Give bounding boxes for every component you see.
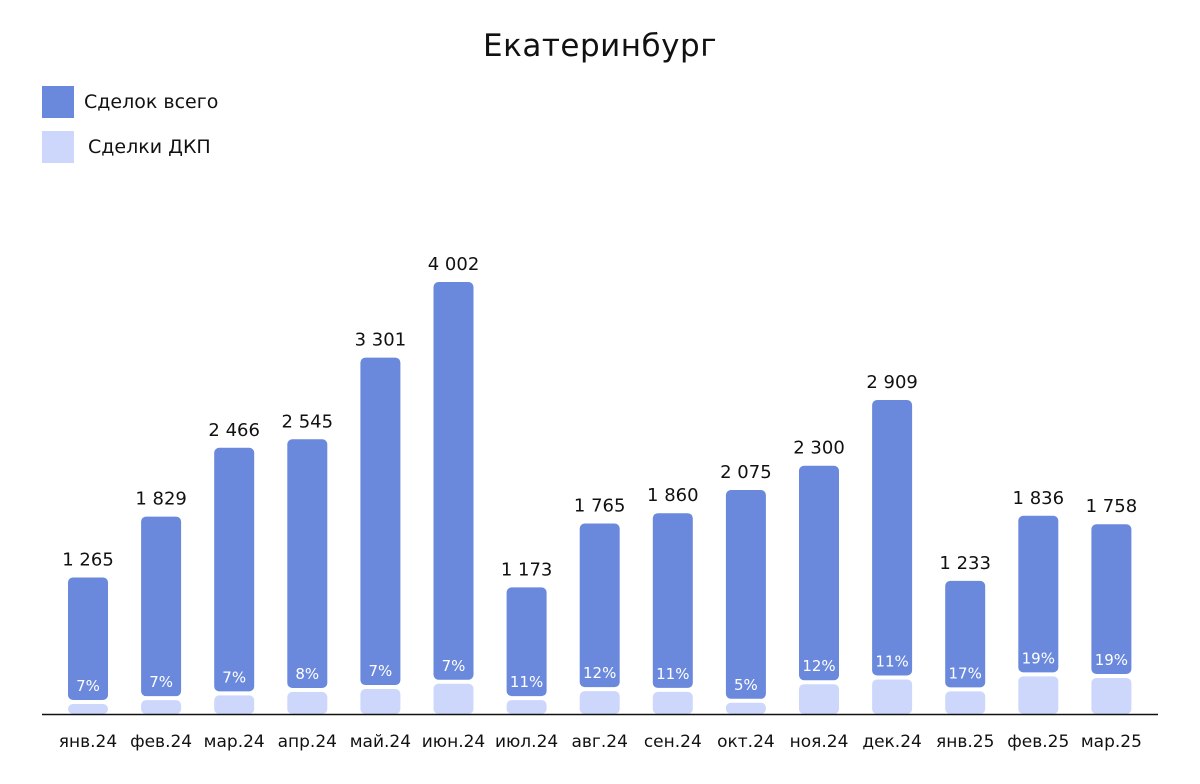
value-label: 4 002 xyxy=(428,254,480,275)
x-tick-label: дек.24 xyxy=(862,732,922,752)
share-label: 7% xyxy=(369,662,393,680)
x-tick-label: ноя.24 xyxy=(790,732,849,752)
x-tick-label: мар.25 xyxy=(1081,732,1142,752)
x-tick-label: авг.24 xyxy=(571,732,627,752)
legend-item-total: Сделок всего xyxy=(42,86,218,118)
legend-swatch-total xyxy=(42,86,74,118)
bar-dkp xyxy=(1091,677,1132,714)
bar-total xyxy=(433,282,474,680)
bar-dkp xyxy=(652,691,693,714)
value-label: 2 466 xyxy=(208,420,260,441)
share-label: 12% xyxy=(802,657,835,675)
value-label: 2 909 xyxy=(866,372,918,393)
bar-total xyxy=(1091,524,1132,674)
x-tick-label: июл.24 xyxy=(495,732,558,752)
chart-title: Екатеринбург xyxy=(483,28,717,64)
share-label: 11% xyxy=(656,665,689,683)
bar-dkp xyxy=(725,702,766,714)
bar-total xyxy=(68,577,108,700)
share-label: 7% xyxy=(76,677,100,695)
value-label: 1 829 xyxy=(135,489,187,510)
x-tick-label: май.24 xyxy=(350,732,411,752)
legend-label-dkp: Сделки ДКП xyxy=(88,136,211,158)
share-label: 7% xyxy=(442,657,466,675)
bar-total xyxy=(360,357,401,686)
x-tick-label: янв.24 xyxy=(59,732,117,752)
bar-total xyxy=(579,523,620,688)
bar-dkp xyxy=(799,684,839,714)
value-label: 1 233 xyxy=(939,553,991,574)
share-label: 12% xyxy=(583,664,616,682)
bar-total xyxy=(1018,515,1059,673)
x-tick-label: мар.24 xyxy=(204,732,265,752)
share-label: 19% xyxy=(1022,649,1055,667)
value-label: 2 545 xyxy=(282,411,334,432)
share-label: 5% xyxy=(734,676,758,694)
value-label: 1 758 xyxy=(1086,496,1138,517)
share-label: 8% xyxy=(295,665,319,683)
x-tick-label: апр.24 xyxy=(278,732,337,752)
bar-dkp xyxy=(287,692,328,714)
bar-dkp xyxy=(360,689,401,714)
bar-dkp xyxy=(579,691,620,714)
bar-total xyxy=(141,516,182,697)
share-label: 17% xyxy=(949,664,982,682)
share-label: 7% xyxy=(149,673,173,691)
share-label: 11% xyxy=(510,673,543,691)
bar-total xyxy=(287,439,328,689)
legend-label-total: Сделок всего xyxy=(84,91,219,113)
x-tick-label: янв.25 xyxy=(936,732,994,752)
value-label: 3 301 xyxy=(355,330,407,351)
value-label: 2 300 xyxy=(793,438,845,459)
value-label: 2 075 xyxy=(720,462,772,483)
value-label: 1 173 xyxy=(501,559,553,580)
bar-dkp xyxy=(506,700,547,714)
bar-dkp xyxy=(214,695,255,714)
bar-dkp xyxy=(141,700,182,714)
share-label: 7% xyxy=(222,668,246,686)
x-tick-label: окт.24 xyxy=(717,732,775,752)
bar-total xyxy=(214,447,255,692)
legend-swatch-dkp xyxy=(42,131,74,163)
bar-total xyxy=(725,490,766,699)
bar-dkp xyxy=(1018,676,1059,714)
value-label: 1 765 xyxy=(574,495,626,516)
x-tick-label: сен.24 xyxy=(644,732,702,752)
bar-total xyxy=(652,513,693,688)
bar-dkp xyxy=(68,704,108,714)
bar-total xyxy=(872,399,913,676)
x-tick-label: фев.24 xyxy=(130,732,192,752)
bar-dkp xyxy=(872,679,913,714)
share-label: 11% xyxy=(875,652,908,670)
bar-dkp xyxy=(945,691,986,714)
bar-total xyxy=(945,580,986,688)
value-label: 1 860 xyxy=(647,485,699,506)
bar-total xyxy=(799,465,839,681)
bar-dkp xyxy=(433,683,474,714)
value-label: 1 836 xyxy=(1013,488,1065,509)
share-label: 19% xyxy=(1095,651,1128,669)
x-tick-label: фев.25 xyxy=(1007,732,1069,752)
value-label: 1 265 xyxy=(62,549,114,570)
legend-item-dkp: Сделки ДКП xyxy=(42,131,211,163)
x-tick-label: июн.24 xyxy=(422,732,486,752)
bar-total xyxy=(506,587,547,697)
